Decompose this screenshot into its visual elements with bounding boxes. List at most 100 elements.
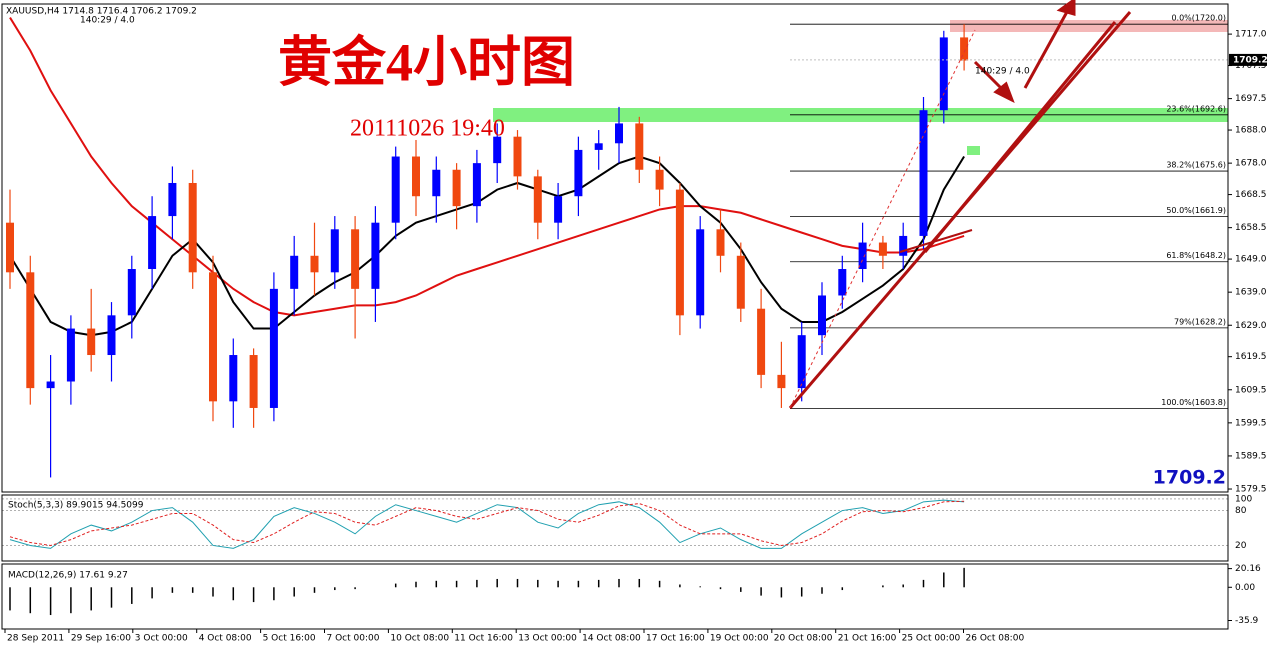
candle-body — [351, 229, 360, 289]
candle-body — [148, 216, 157, 270]
current-price-big: 1709.2 — [1153, 467, 1226, 489]
marker-zone — [967, 146, 980, 155]
candle-body — [493, 136, 502, 164]
candle-body — [878, 242, 887, 256]
candle-body — [675, 189, 684, 316]
candle-body — [635, 123, 644, 170]
candle-body — [46, 381, 55, 389]
x-tick-label: 10 Oct 08:00 — [390, 634, 449, 644]
candle-body — [330, 229, 339, 273]
trend-line — [899, 229, 973, 253]
x-tick-label: 20 Oct 08:00 — [774, 634, 833, 644]
macd-label: MACD(12,26,9) 17.61 9.27 — [8, 571, 128, 581]
candle-body — [26, 272, 35, 389]
x-tick-label: 19 Oct 00:00 — [710, 634, 769, 644]
y-tick-label: 1678.0 — [1235, 159, 1267, 169]
candle-body — [472, 163, 481, 207]
candle-body — [594, 143, 603, 150]
candle-body — [797, 335, 806, 389]
candle-body — [66, 328, 75, 382]
y-tick-label: 1629.0 — [1235, 321, 1267, 331]
candle-body — [757, 308, 766, 375]
candle-body — [818, 295, 826, 336]
symbol-header: XAUUSD,H4 1714.8 1716.4 1706.2 1709.2 — [6, 7, 197, 17]
x-tick-label: 11 Oct 16:00 — [454, 634, 513, 644]
stoch-label: Stoch(5,3,3) 89.9015 94.5099 — [8, 501, 144, 511]
candle-body — [209, 272, 217, 402]
x-tick-label: 7 Oct 00:00 — [327, 634, 380, 644]
candle-body — [87, 328, 96, 356]
candle-body — [310, 255, 319, 273]
macd-tick-label: 20.16 — [1235, 564, 1261, 574]
stoch-tick-label: 80 — [1235, 506, 1247, 516]
candle-body — [432, 169, 441, 197]
y-tick-label: 1668.5 — [1235, 190, 1267, 200]
fib-label: 79%(1628.2) — [1174, 317, 1226, 326]
macd-tick-label: 0.00 — [1235, 583, 1255, 593]
candle-body — [716, 229, 725, 256]
macd-panel — [1, 563, 1229, 630]
title: 黄金4小时图 — [278, 32, 575, 92]
y-tick-label: 1707.5 — [1235, 61, 1267, 71]
x-tick-label: 4 Oct 08:00 — [199, 634, 252, 644]
x-tick-label: 28 Sep 2011 — [7, 634, 64, 644]
x-tick-label: 26 Oct 08:00 — [966, 634, 1025, 644]
candle-body — [371, 222, 380, 289]
main-panel — [1, 3, 1229, 493]
candle-body — [838, 269, 847, 296]
candle-body — [960, 37, 969, 61]
fib-label: 61.8%(1648.2) — [1166, 251, 1226, 260]
x-tick-label: 13 Oct 00:00 — [518, 634, 577, 644]
candle-body — [107, 315, 116, 356]
trend-line — [923, 21, 1117, 253]
header-sub: 140:29 / 4.0 — [80, 16, 135, 26]
candle-body — [513, 136, 522, 177]
y-tick-label: 1609.5 — [1235, 385, 1267, 395]
candle-body — [249, 355, 258, 408]
arrow-head — [1056, 0, 1076, 16]
candle-body — [858, 242, 867, 270]
fib-label: 23.6%(1692.6) — [1166, 104, 1226, 113]
fib-label: 50.0%(1661.9) — [1166, 206, 1226, 215]
y-tick-label: 1658.5 — [1235, 223, 1267, 233]
y-tick-label: 1579.5 — [1235, 485, 1267, 495]
y-tick-label: 1639.0 — [1235, 288, 1267, 298]
y-tick-label: 1697.5 — [1235, 94, 1267, 104]
y-tick-label: 1589.5 — [1235, 451, 1267, 461]
subtitle: 20111026 19:40 — [350, 116, 505, 142]
candle-body — [696, 229, 705, 316]
candle-body — [574, 149, 583, 197]
stoch-signal — [9, 500, 965, 546]
arrow-head — [993, 81, 1015, 104]
countdown: 140:29 / 4.0 — [975, 67, 1030, 77]
candle-body — [412, 156, 420, 197]
x-tick-label: 29 Sep 16:00 — [71, 634, 131, 644]
candle-body — [736, 255, 745, 309]
stoch-tick-label: 20 — [1235, 541, 1247, 551]
y-tick-label: 1717.0 — [1235, 30, 1267, 40]
stoch-tick-label: 100 — [1235, 494, 1252, 504]
arrow — [1023, 9, 1070, 89]
x-tick-label: 21 Oct 16:00 — [838, 634, 897, 644]
x-tick-label: 3 Oct 00:00 — [135, 634, 188, 644]
fib-label: 100.0%(1603.8) — [1161, 398, 1226, 407]
moving-average — [9, 155, 965, 337]
macd-tick-label: -35.9 — [1235, 616, 1259, 626]
candle-body — [168, 182, 177, 217]
x-tick-label: 14 Oct 08:00 — [582, 634, 641, 644]
candle-body — [554, 196, 563, 223]
candle-body — [615, 123, 623, 144]
x-tick-label: 17 Oct 16:00 — [646, 634, 705, 644]
y-tick-label: 1649.0 — [1235, 255, 1267, 265]
candle-body — [127, 269, 136, 316]
moving-average — [9, 17, 965, 317]
y-tick-label: 1619.5 — [1235, 352, 1267, 362]
x-tick-label: 25 Oct 00:00 — [902, 634, 961, 644]
fib-label: 0.0%(1720.0) — [1171, 14, 1226, 23]
candle-body — [391, 156, 400, 223]
fib-diagonal — [789, 29, 976, 409]
candle-body — [655, 169, 664, 190]
y-tick-label: 1688.0 — [1235, 126, 1267, 136]
candle-body — [533, 176, 542, 223]
